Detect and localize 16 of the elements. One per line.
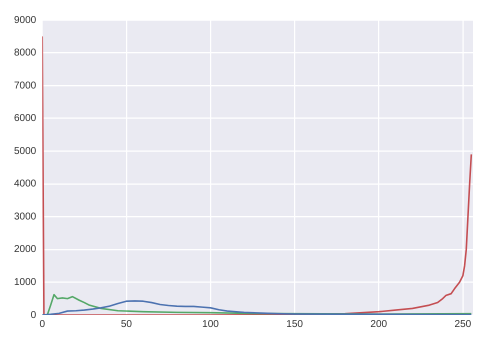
- y-tick-label: 1000: [14, 276, 37, 288]
- y-tick-label: 0: [30, 310, 37, 321]
- y-tick-label: 5000: [14, 146, 37, 157]
- x-tick-label: 50: [120, 318, 132, 330]
- y-tick-label: 6000: [14, 113, 37, 124]
- y-tick-label: 9000: [14, 14, 37, 26]
- y-tick-label: 7000: [14, 80, 37, 92]
- y-tick-label: 2000: [14, 244, 37, 256]
- y-tick-label: 3000: [14, 211, 37, 222]
- x-tick-label: 250: [454, 318, 472, 330]
- x-tick-label: 0: [39, 318, 46, 330]
- y-tick-label: 4000: [14, 178, 37, 190]
- x-tick-label: 200: [370, 318, 388, 330]
- x-tick-label: 100: [202, 318, 220, 330]
- x-tick-label: 150: [286, 318, 304, 330]
- y-tick-label: 8000: [14, 48, 37, 59]
